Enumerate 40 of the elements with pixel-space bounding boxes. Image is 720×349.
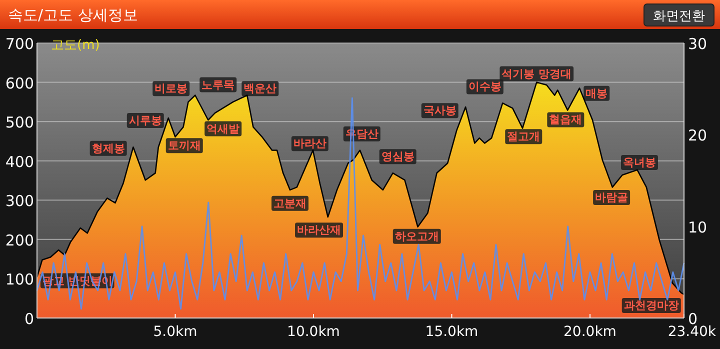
annotation: 형제봉	[92, 142, 125, 155]
y-tick-label: 200	[5, 231, 34, 250]
annotation: 비로봉	[154, 82, 188, 96]
chart-title: 속도/고도 상세정보	[8, 6, 138, 24]
x-tick-label: 5.0km	[153, 324, 198, 340]
y-axis-title: 고도(m)	[51, 38, 100, 53]
annotation: 혈읍재	[549, 113, 582, 126]
y-tick-label: 0	[24, 310, 34, 328]
annotation: 하오고개	[394, 230, 439, 243]
y-tick-label: 500	[5, 114, 34, 132]
annotation: 영심봉	[381, 150, 414, 164]
annotation: 노루목	[202, 78, 235, 92]
text: 화면전환	[653, 9, 705, 24]
annotation: 절고개	[507, 130, 540, 144]
annotation: 백운산	[244, 82, 277, 96]
annotation: 옥녀봉	[622, 156, 656, 170]
annotation: 과천경마장	[624, 299, 679, 312]
annotation: 바람골	[595, 191, 628, 204]
annotation: 시루봉	[128, 114, 162, 127]
annotation: 국사봉	[423, 104, 456, 118]
annotation: 토끼재	[168, 139, 201, 152]
y-tick-label: 100	[5, 270, 34, 289]
y-tick-label: 600	[5, 74, 34, 92]
x-tick-label: 20.0km	[564, 324, 616, 340]
annotation: 고분재	[273, 196, 306, 210]
annotation: 억새밭	[206, 122, 240, 136]
annotation: 석기봉 망경대	[502, 67, 572, 80]
y-tick-label: 400	[5, 152, 34, 171]
annotation: 바라산	[293, 137, 326, 150]
x-tick-label: 10.0km	[287, 324, 340, 340]
annotation: 매봉	[586, 86, 608, 100]
annotation: 이수봉	[468, 80, 502, 94]
annotation: 바라산재	[297, 224, 342, 237]
y-tick-label: 300	[5, 192, 34, 210]
y-tick-label: 700	[5, 35, 34, 53]
x-tick-label: 15.0km	[425, 324, 478, 340]
y2-tick-label: 20	[688, 126, 708, 145]
y2-tick-label: 10	[688, 218, 708, 236]
x-tick-label: 23.40k	[668, 324, 717, 340]
y2-tick-label: 30	[688, 35, 708, 53]
